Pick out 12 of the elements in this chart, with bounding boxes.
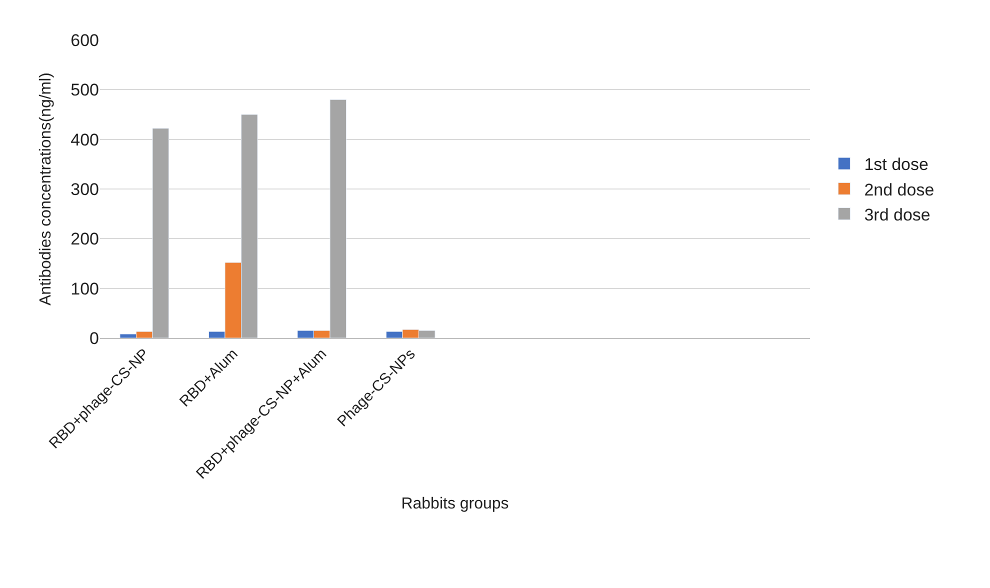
y-tick-label: 400 bbox=[70, 130, 99, 150]
y-axis-title: Antibodies concentrations(ng/ml) bbox=[38, 72, 55, 306]
y-tick-label: 500 bbox=[70, 80, 99, 100]
x-axis-title: Rabbits groups bbox=[401, 495, 509, 512]
y-tick-label: 100 bbox=[70, 279, 99, 298]
y-tick-label: 300 bbox=[70, 180, 99, 199]
legend-label: 1st dose bbox=[864, 155, 928, 174]
y-tick-label: 600 bbox=[70, 30, 99, 50]
y-tick-label: 0 bbox=[90, 328, 99, 348]
legend-label: 3rd dose bbox=[864, 205, 930, 224]
legend-label: 2nd dose bbox=[864, 180, 934, 200]
y-tick-label: 200 bbox=[70, 230, 99, 249]
